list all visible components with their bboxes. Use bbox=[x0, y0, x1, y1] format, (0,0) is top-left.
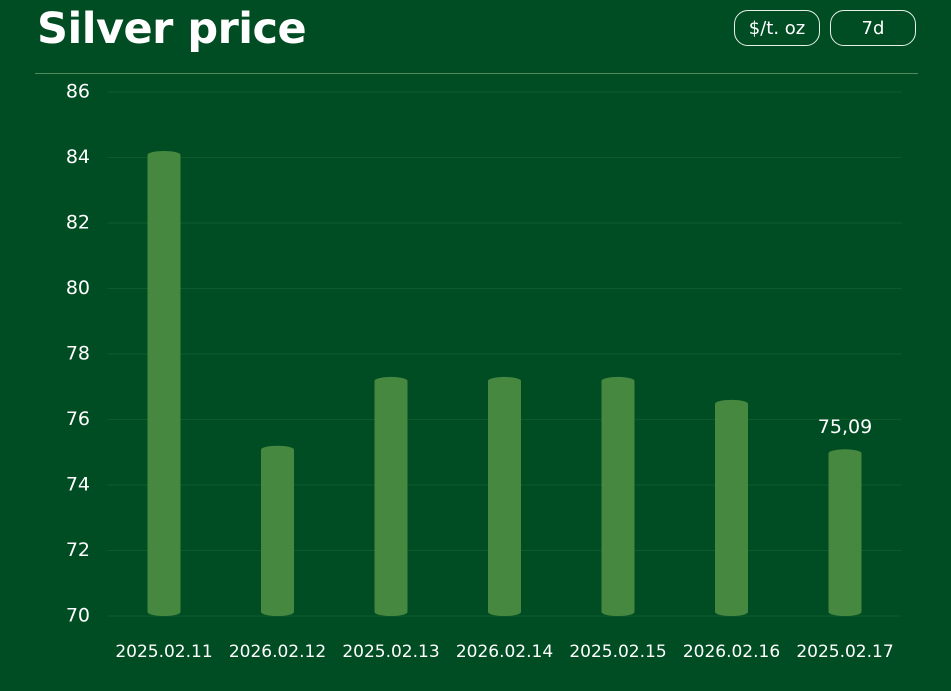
bar bbox=[601, 376, 635, 616]
y-tick-label: 72 bbox=[66, 539, 90, 561]
y-tick-label: 76 bbox=[66, 408, 90, 430]
y-tick-label: 84 bbox=[66, 146, 90, 168]
x-tick-label: 2026.02.12 bbox=[229, 642, 326, 662]
x-tick-label: 2026.02.14 bbox=[456, 642, 553, 662]
y-tick-label: 70 bbox=[66, 605, 90, 627]
x-tick-label: 2025.02.13 bbox=[342, 642, 439, 662]
x-tick-label: 2025.02.15 bbox=[569, 642, 666, 662]
y-tick-label: 82 bbox=[66, 212, 90, 234]
y-tick-label: 80 bbox=[66, 277, 90, 299]
bar bbox=[715, 399, 748, 616]
x-tick-label: 2025.02.17 bbox=[796, 642, 893, 662]
bar bbox=[488, 376, 521, 616]
y-tick-label: 78 bbox=[66, 343, 90, 365]
value-label: 75,09 bbox=[818, 416, 872, 438]
bar bbox=[374, 376, 408, 616]
period-button[interactable]: 7d bbox=[830, 10, 916, 46]
header-divider bbox=[35, 73, 918, 74]
x-tick-label: 2026.02.16 bbox=[683, 642, 780, 662]
bar bbox=[261, 445, 294, 616]
y-tick-label: 74 bbox=[66, 474, 90, 496]
bar bbox=[828, 449, 862, 616]
x-tick-label: 2025.02.11 bbox=[115, 642, 212, 662]
page-title: Silver price bbox=[37, 4, 307, 54]
y-tick-label: 86 bbox=[66, 81, 90, 103]
bar bbox=[147, 150, 181, 616]
unit-button[interactable]: $/t. oz bbox=[734, 10, 820, 46]
